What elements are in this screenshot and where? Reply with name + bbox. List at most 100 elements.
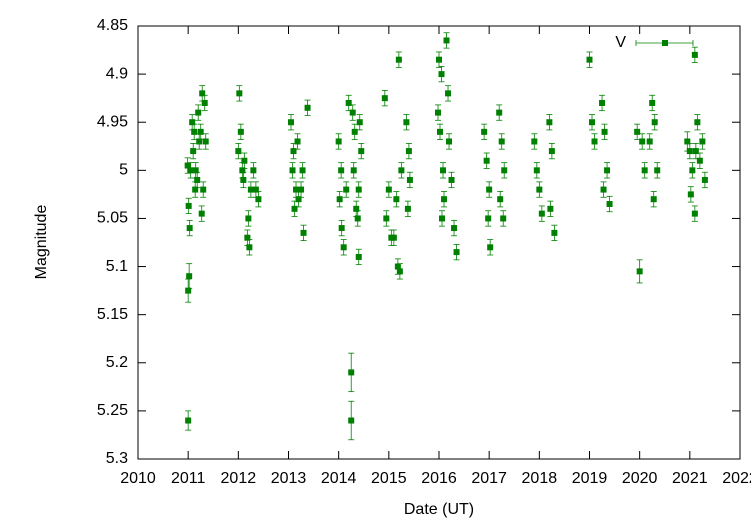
marker	[381, 95, 388, 102]
marker	[196, 138, 203, 145]
marker	[498, 138, 505, 145]
marker	[338, 167, 345, 174]
marker	[600, 186, 607, 193]
marker	[446, 138, 453, 145]
marker	[385, 186, 392, 193]
marker	[354, 215, 361, 222]
marker	[481, 128, 488, 135]
marker	[349, 109, 356, 116]
marker	[195, 109, 202, 116]
x-tick-label: 2013	[271, 470, 307, 487]
marker	[335, 138, 342, 145]
x-tick-label: 2011	[171, 470, 206, 487]
marker	[589, 119, 596, 126]
marker	[405, 148, 412, 155]
marker	[395, 56, 402, 63]
marker	[185, 202, 192, 209]
marker	[403, 119, 410, 126]
marker	[246, 244, 253, 251]
marker	[599, 99, 606, 106]
marker	[398, 167, 405, 174]
y-tick-label: 5.3	[106, 450, 128, 467]
marker	[299, 167, 306, 174]
x-tick-label: 2019	[572, 470, 608, 487]
marker	[691, 210, 698, 217]
marker	[338, 225, 345, 232]
marker	[390, 234, 397, 241]
marker	[345, 99, 352, 106]
legend-label: V	[615, 34, 626, 51]
marker	[533, 167, 540, 174]
marker	[192, 167, 199, 174]
marker	[295, 196, 302, 203]
marker	[601, 128, 608, 135]
marker	[437, 128, 444, 135]
marker	[694, 119, 701, 126]
marker	[355, 253, 362, 260]
marker	[393, 196, 400, 203]
marker	[441, 196, 448, 203]
marker	[438, 71, 445, 78]
marker	[436, 56, 442, 63]
marker	[487, 244, 494, 251]
marker	[250, 167, 257, 174]
legend-marker	[662, 40, 668, 46]
marker	[184, 162, 191, 169]
marker	[244, 234, 251, 241]
marker	[240, 176, 247, 183]
marker	[636, 268, 643, 275]
marker	[684, 138, 691, 145]
y-tick-label: 5.1	[106, 258, 128, 275]
marker	[396, 268, 403, 275]
marker	[634, 128, 641, 135]
marker	[355, 186, 362, 193]
marker	[304, 104, 311, 111]
x-tick-label: 2010	[120, 470, 156, 487]
marker	[241, 157, 248, 164]
marker	[340, 244, 347, 251]
x-tick-label: 2022	[722, 470, 751, 487]
marker	[650, 196, 657, 203]
marker	[500, 215, 507, 222]
marker	[293, 186, 300, 193]
y-tick-label: 5.15	[97, 306, 128, 323]
marker	[197, 128, 204, 135]
x-tick-label: 2012	[221, 470, 257, 487]
plot-frame	[137, 25, 741, 460]
marker	[191, 128, 198, 135]
marker	[604, 167, 611, 174]
marker	[486, 186, 493, 193]
marker	[483, 157, 490, 164]
marker	[548, 148, 555, 155]
marker	[451, 225, 458, 232]
marker	[496, 109, 503, 116]
marker	[189, 119, 196, 126]
y-tick-label: 4.95	[97, 113, 128, 130]
marker	[255, 196, 262, 203]
marker	[531, 138, 538, 145]
marker	[200, 186, 207, 193]
marker	[236, 90, 243, 97]
marker	[194, 176, 201, 183]
marker	[439, 215, 446, 222]
marker	[252, 186, 259, 193]
marker	[485, 215, 492, 222]
marker	[294, 138, 301, 145]
x-tick-label: 2017	[471, 470, 507, 487]
marker	[348, 417, 355, 424]
marker	[591, 138, 598, 145]
marker	[445, 90, 452, 97]
marker	[247, 186, 254, 193]
y-tick-label: 5.25	[97, 402, 128, 419]
marker	[358, 148, 365, 155]
marker	[536, 186, 543, 193]
marker	[298, 186, 305, 193]
marker	[606, 201, 613, 208]
marker	[290, 148, 297, 155]
marker	[289, 167, 296, 174]
marker	[646, 138, 653, 145]
marker	[649, 99, 656, 106]
marker	[547, 205, 554, 212]
marker	[288, 119, 295, 126]
